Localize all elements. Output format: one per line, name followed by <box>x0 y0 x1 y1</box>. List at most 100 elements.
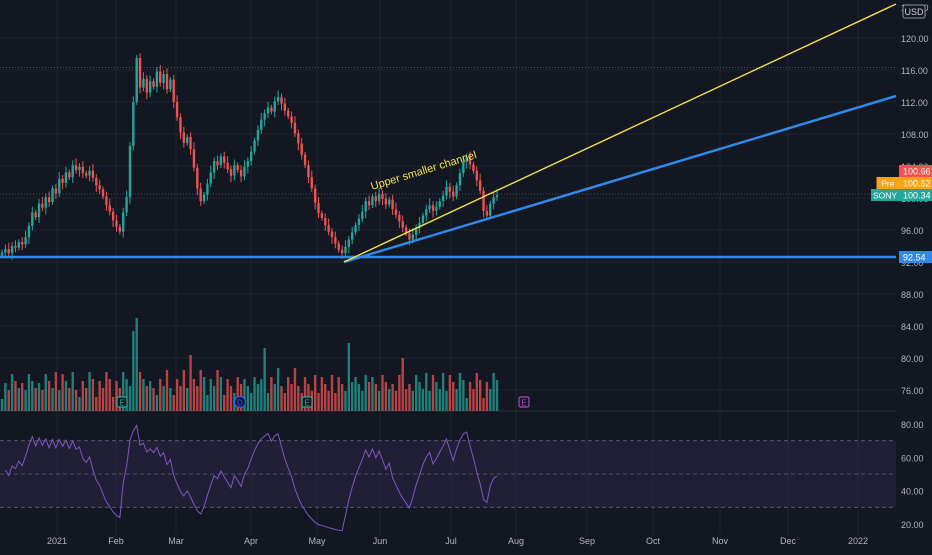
candle <box>206 184 208 195</box>
candle <box>385 199 387 205</box>
candle <box>102 189 104 196</box>
candle <box>375 196 377 201</box>
candle <box>368 201 370 205</box>
time-axis-label: Jul <box>445 536 457 546</box>
candle <box>449 187 451 192</box>
candle <box>1 252 3 255</box>
candle <box>105 196 107 205</box>
volume-bar <box>263 348 265 411</box>
event-marker[interactable]: E <box>302 397 312 408</box>
candle <box>213 161 215 172</box>
candle <box>61 179 63 183</box>
candle <box>388 200 390 205</box>
candle <box>4 249 6 252</box>
candle <box>412 235 414 240</box>
volume-bar <box>28 374 30 411</box>
candle <box>287 111 289 117</box>
candle <box>18 242 20 248</box>
volume-bar <box>4 383 6 411</box>
volume-bar <box>375 384 377 411</box>
candle <box>21 242 23 244</box>
volume-bar <box>166 370 168 411</box>
volume-bar <box>58 390 60 411</box>
volume-bar <box>361 391 363 411</box>
price-tick-label: 96.00 <box>901 226 924 236</box>
volume-bar <box>257 384 259 411</box>
volume-bar <box>179 386 181 411</box>
candle <box>257 130 259 140</box>
candle <box>247 161 249 167</box>
price-tick-label: 112.00 <box>901 98 928 108</box>
candle <box>425 209 427 215</box>
candle <box>432 205 434 211</box>
candle <box>11 246 13 253</box>
candle <box>314 188 316 202</box>
candle <box>85 173 87 175</box>
event-marker[interactable]: E <box>117 397 127 408</box>
volume-bar <box>159 379 161 411</box>
candle <box>186 137 188 143</box>
candle <box>132 102 134 146</box>
volume-bar <box>129 386 131 411</box>
candle <box>486 211 488 216</box>
volume-bar <box>31 381 33 411</box>
volume-bar <box>65 381 67 411</box>
volume-bar <box>102 388 104 411</box>
volume-bar <box>489 389 491 411</box>
volume-bar <box>412 391 414 411</box>
candle <box>72 165 74 177</box>
volume-bar <box>321 377 323 411</box>
event-marker[interactable]: E <box>519 397 529 408</box>
candle <box>479 180 481 190</box>
volume-bar <box>445 391 447 411</box>
candle <box>311 177 313 188</box>
candle <box>223 156 225 162</box>
candle <box>210 172 212 183</box>
candle <box>297 133 299 143</box>
candle <box>243 167 245 177</box>
volume-bar <box>432 375 434 411</box>
volume-bar <box>92 379 94 411</box>
volume-bar <box>314 375 316 411</box>
volume-bar <box>98 381 100 411</box>
event-marker[interactable]: D <box>235 397 246 408</box>
volume-bar <box>371 377 373 411</box>
volume-bar <box>183 370 185 411</box>
candle <box>250 152 252 162</box>
volume-bar <box>378 391 380 411</box>
volume-bar <box>41 390 43 411</box>
currency-badge[interactable]: USD <box>903 5 925 18</box>
candle <box>317 203 319 213</box>
candle <box>294 123 296 133</box>
volume-bar <box>230 386 232 411</box>
volume-bar <box>455 389 457 411</box>
volume-bar <box>388 389 390 411</box>
candle <box>28 226 30 237</box>
volume-bar <box>402 358 404 411</box>
last-price-badge-value: 100.66 <box>903 167 931 177</box>
candle <box>331 232 333 238</box>
volume-bar <box>469 382 471 411</box>
candle <box>139 58 141 88</box>
candle <box>280 97 282 103</box>
time-axis-label: Dec <box>780 536 797 546</box>
candle <box>492 197 494 203</box>
candle <box>442 196 444 202</box>
volume-bar <box>274 384 276 411</box>
candle <box>267 108 269 114</box>
candle <box>159 72 161 83</box>
candle <box>378 194 380 201</box>
volume-bar <box>173 395 175 411</box>
volume-bar <box>132 331 134 411</box>
time-axis-label: Aug <box>508 536 524 546</box>
candle <box>196 168 198 189</box>
candle <box>476 171 478 181</box>
candle <box>348 240 350 247</box>
volume-bar <box>247 386 249 411</box>
volume-bar <box>220 377 222 411</box>
volume-bar <box>51 388 53 411</box>
rsi-tick-label: 60.00 <box>901 453 924 463</box>
candle <box>31 212 33 226</box>
